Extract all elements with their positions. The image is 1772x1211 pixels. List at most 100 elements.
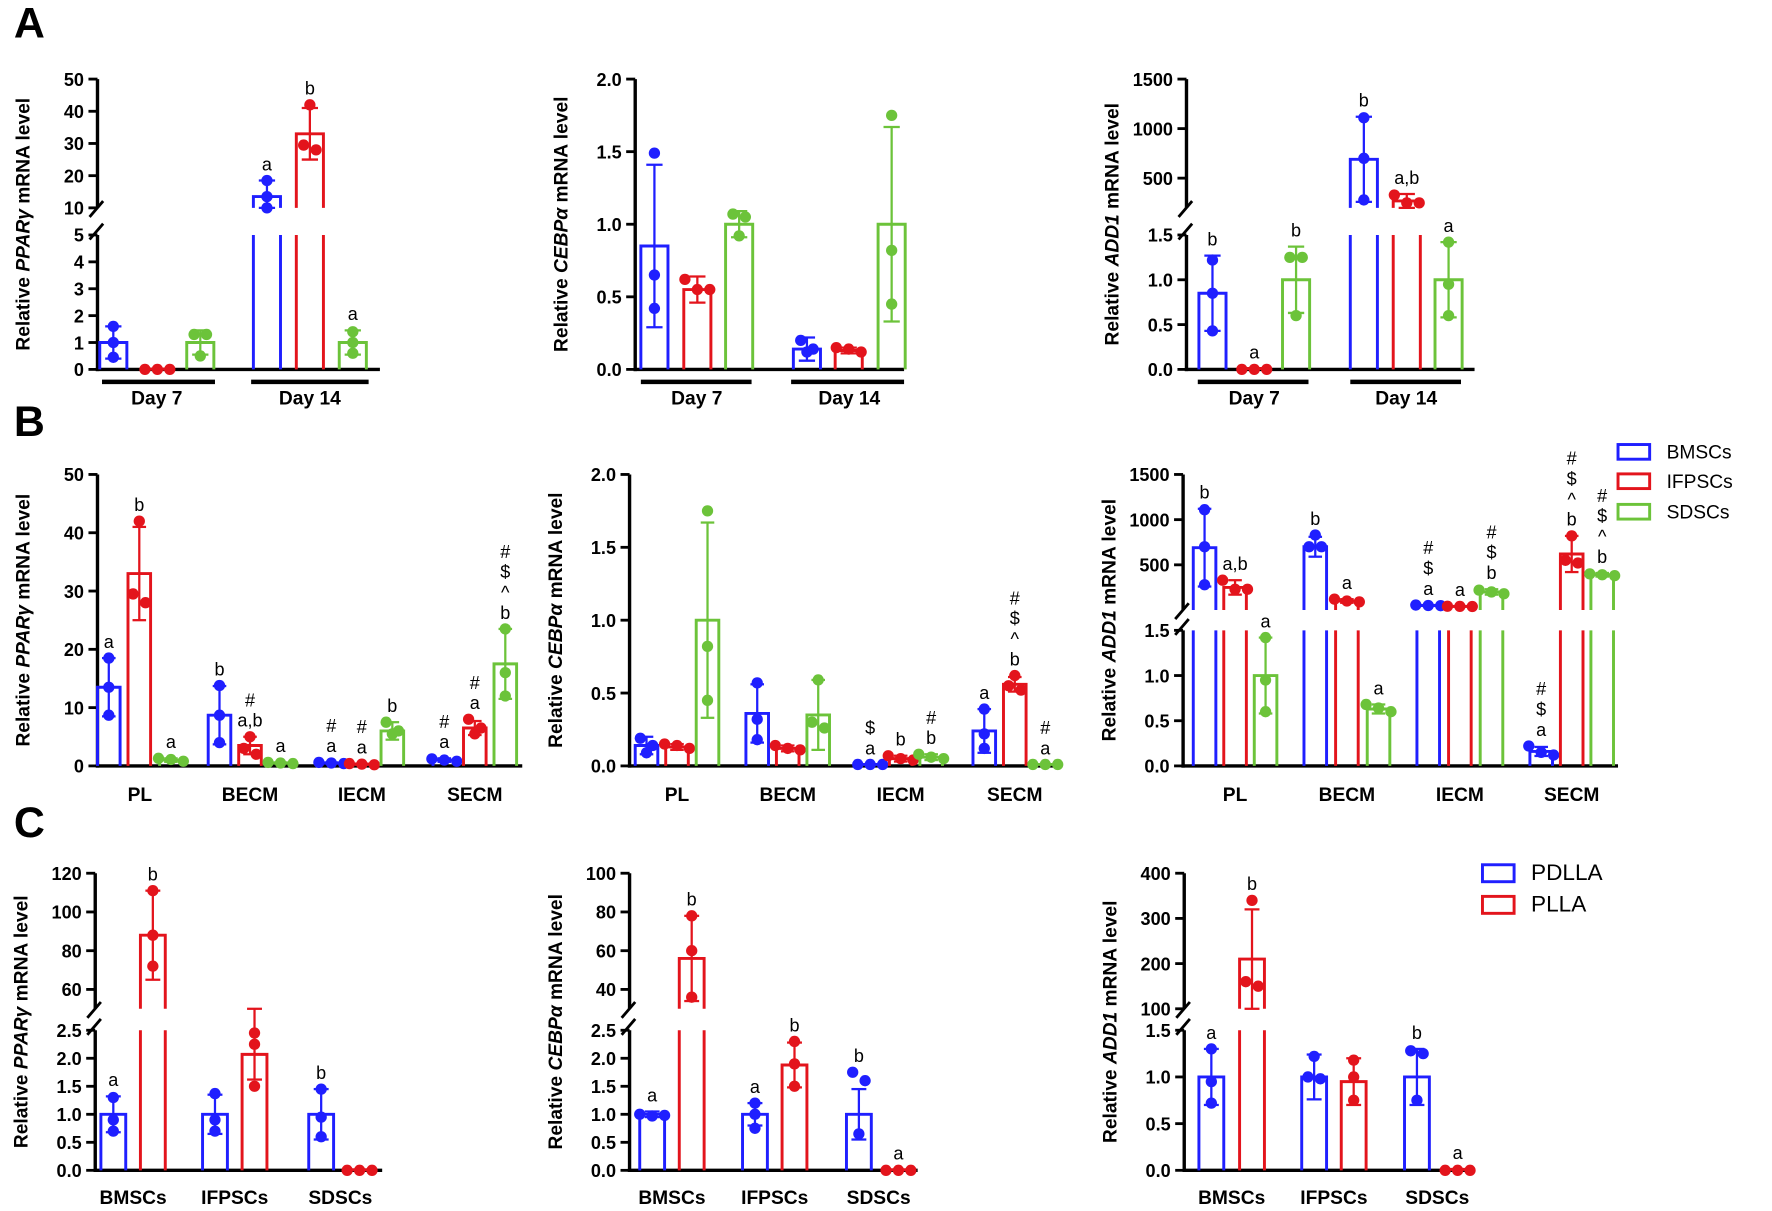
data-point (426, 753, 438, 765)
category-label: SDSCs (308, 1188, 372, 1209)
data-point (1360, 698, 1372, 711)
data-point (209, 1125, 221, 1137)
bar-PDLLA: a (1197, 1023, 1226, 1171)
y-tick-label: 100 (586, 864, 616, 884)
axis-break-mark (88, 222, 105, 241)
y-label-prefix: Relative (1099, 662, 1120, 741)
significance-label: b (214, 659, 224, 679)
data-point (261, 174, 273, 187)
bar-SDSCs: a (262, 736, 299, 770)
bar-IFPSCs (139, 363, 176, 376)
data-point (1216, 574, 1229, 586)
data-point (788, 1080, 801, 1092)
data-point (287, 757, 299, 770)
significance-label: b (1412, 1023, 1422, 1043)
data-point (701, 505, 714, 517)
y-label-suffix: mRNA level (1103, 103, 1124, 214)
y-tick-label: 30 (64, 582, 84, 602)
significance-label: a (1342, 573, 1353, 593)
axis-break-mark (86, 1001, 102, 1019)
data-point (1314, 1073, 1327, 1085)
data-point (1523, 740, 1535, 752)
bar-SDSCs: b (1281, 220, 1312, 370)
y-tick-label: 60 (62, 980, 82, 1000)
significance-label: ^ (1567, 489, 1576, 509)
data-point (499, 690, 511, 702)
bar-SDSCs: a (1433, 216, 1464, 370)
significance-label: b (305, 79, 315, 99)
bar-PDLLA: a (741, 1077, 769, 1171)
category-label: BECM (222, 785, 278, 806)
data-point (1439, 1164, 1451, 1176)
y-label-gene: ADD1 (1103, 214, 1124, 267)
y-tick-label: 1.0 (597, 215, 622, 235)
bar-BMSCs: b (1302, 509, 1329, 766)
bar-BMSCs: a$# (1523, 679, 1560, 766)
bar-IFPSCs: b (882, 730, 919, 766)
data-point (634, 1108, 646, 1120)
bar-PDLLA: b (844, 1046, 873, 1171)
data-point (1206, 325, 1219, 337)
data-point (1596, 569, 1608, 581)
y-label-gene: CEBPα (546, 603, 567, 669)
significance-label: $ (1536, 700, 1546, 720)
data-point (686, 910, 698, 922)
data-point (671, 739, 683, 752)
y-tick-label: 30 (64, 134, 84, 154)
y-tick-label: 1.0 (591, 1105, 616, 1125)
panel-label-C: C (14, 799, 45, 847)
bar-PDLLA: a (99, 1070, 128, 1171)
data-point (356, 758, 368, 770)
data-point (886, 244, 898, 257)
data-point (244, 731, 256, 743)
data-point (806, 716, 818, 728)
y-axis-label: Relative ADD1 mRNA level (1103, 103, 1124, 345)
y-tick-label: 1500 (1133, 70, 1173, 90)
data-point (261, 190, 273, 203)
category-label: BMSCs (638, 1188, 705, 1209)
data-point (905, 1164, 917, 1176)
bar-PDLLA: a (634, 1085, 671, 1171)
bar (638, 1112, 667, 1171)
data-point (347, 326, 359, 338)
bar-SDSCs: a (152, 732, 189, 767)
significance-label: b (896, 730, 906, 750)
bar-IFPSCs: b^$# (1002, 588, 1028, 766)
y-tick-label: 0.5 (597, 288, 622, 308)
data-point (634, 732, 646, 744)
y-tick-label: 40 (64, 102, 84, 122)
category-label: Day 7 (131, 388, 182, 409)
data-point (648, 147, 661, 159)
chart-A-PPARγ: 0 1 2 3 4 5 10 20 30 40 50 Relative PPARγ mRNA leve… (14, 70, 380, 409)
data-point (451, 755, 463, 767)
y-tick-label: 1.5 (591, 1077, 616, 1097)
significance-label: b (1010, 649, 1020, 669)
data-point (749, 1108, 761, 1120)
significance-label: $ (500, 562, 510, 582)
bar-PLLA: b (1238, 874, 1266, 1171)
bar-lower-segment (1391, 234, 1422, 370)
y-tick-label: 400 (1141, 864, 1171, 884)
bar (724, 222, 755, 370)
data-point (880, 1164, 892, 1176)
data-point (1358, 194, 1370, 206)
legend-C: PDLLA PLLA (1480, 860, 1604, 917)
y-tick-label: 1.5 (597, 142, 622, 162)
data-point (1206, 287, 1219, 299)
bar-BMSCs: a (251, 154, 282, 370)
significance-label: ^ (501, 582, 510, 602)
data-point (107, 1125, 119, 1137)
bar-lower-segment (1478, 630, 1505, 766)
data-point (1410, 599, 1422, 611)
y-tick-label: 20 (64, 640, 84, 660)
y-tick-label: 0.0 (1148, 360, 1173, 380)
y-tick-label: 500 (1143, 169, 1173, 189)
data-point (978, 703, 990, 715)
category-label: BECM (1319, 785, 1376, 806)
data-point (298, 139, 310, 151)
y-tick-label: 0 (74, 360, 84, 380)
significance-label: a (348, 304, 359, 324)
y-label-suffix: mRNA level (546, 894, 567, 1005)
